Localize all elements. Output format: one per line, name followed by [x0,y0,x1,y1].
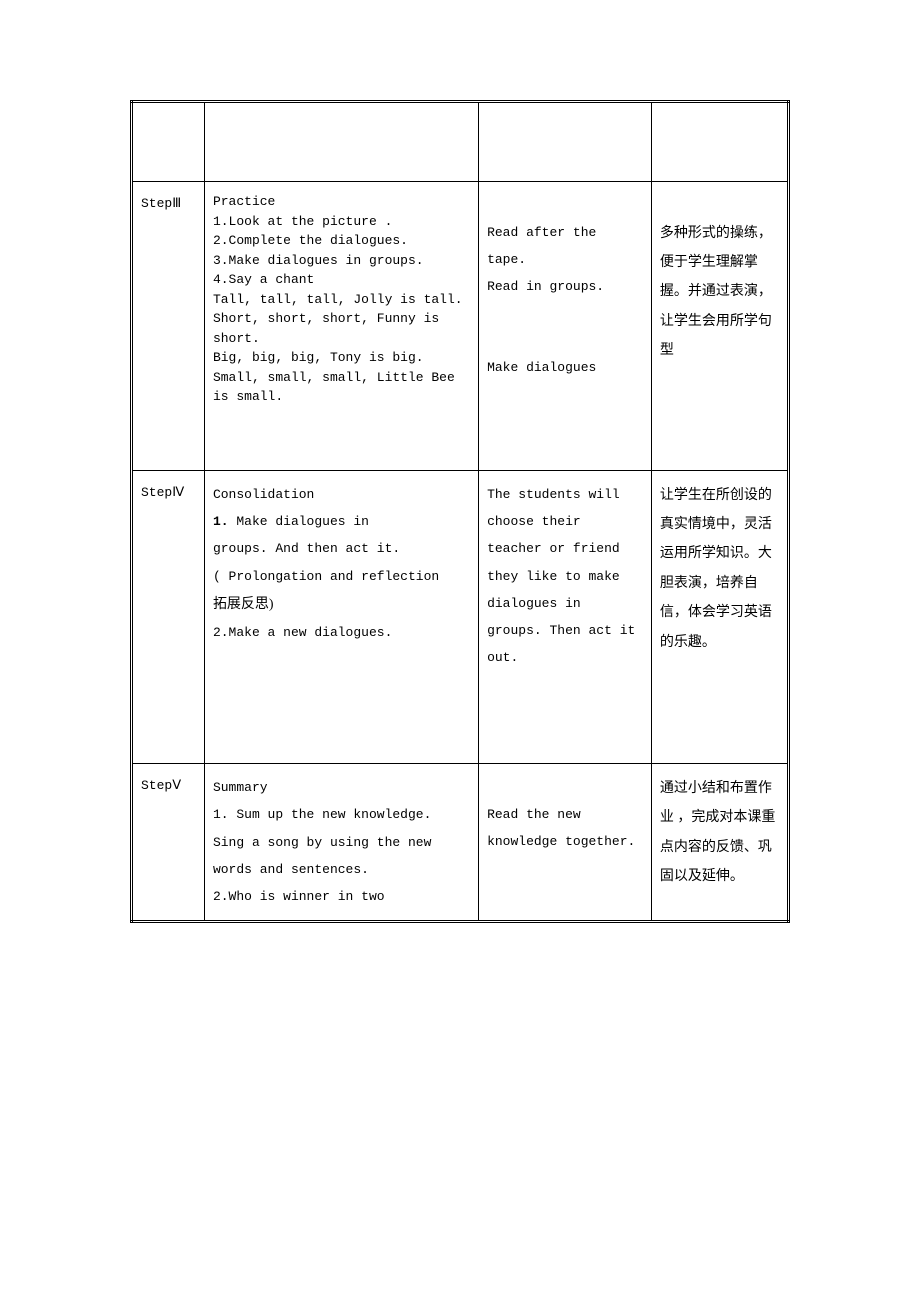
step5-teacher-cell: Summary 1. Sum up the new knowledge. Sin… [204,763,478,921]
step3-teacher-title: Practice [213,192,470,212]
step3-student-cell: Read after the tape. Read in groups. Mak… [479,182,652,471]
step5-student-cell: Read the new knowledge together. [479,763,652,921]
step5-student-text: Read the new knowledge together. [487,801,643,856]
step3-teacher-line: Big, big, big, Tony is big. [213,348,470,368]
spacer-cell-step [132,102,205,182]
step3-teacher-line: Tall, tall, tall, Jolly is tall. [213,290,470,310]
step5-purpose-text: 通过小结和布置作业 ，完成对本课重点内容的反馈、巩固以及延伸。 [660,774,779,892]
step3-teacher-line: 1.Look at the picture . [213,212,470,232]
step3-purpose-cell: 多种形式的操练，便于学生理解掌握。并通过表演，让学生会用所学句型 [651,182,788,471]
step5-teacher-line1: 1. Sum up the new knowledge. [213,801,470,828]
step5-teacher-line3: words and sentences. [213,856,470,883]
step4-teacher-line2: groups. And then act it. [213,535,470,562]
step3-purpose-text: 多种形式的操练，便于学生理解掌握。并通过表演，让学生会用所学句型 [660,219,779,366]
spacer-cell-student [479,102,652,182]
step3-text: StepⅢ [141,196,181,211]
step4-student-cell: The students will choose their teacher o… [479,470,652,763]
table-row-step3: StepⅢ Practice 1.Look at the picture . 2… [132,182,789,471]
table-row-step4: StepⅣ Consolidation 1. Make dialogues in… [132,470,789,763]
step5-label: StepⅤ [132,763,205,921]
table-row-step5: StepⅤ Summary 1. Sum up the new knowledg… [132,763,789,921]
step3-teacher-cell: Practice 1.Look at the picture . 2.Compl… [204,182,478,471]
step5-purpose-cell: 通过小结和布置作业 ，完成对本课重点内容的反馈、巩固以及延伸。 [651,763,788,921]
step4-purpose-cell: 让学生在所创设的真实情境中，灵活运用所学知识。大胆表演，培养自信，体会学习英语的… [651,470,788,763]
spacer-cell-teacher [204,102,478,182]
step5-teacher-line4: 2.Who is winner in two [213,883,470,910]
lesson-plan-table: StepⅢ Practice 1.Look at the picture . 2… [130,100,790,923]
step4-student-text: The students will choose their teacher o… [487,481,643,672]
step3-teacher-line: 2.Complete the dialogues. [213,231,470,251]
step4-teacher-cell: Consolidation 1. Make dialogues in group… [204,470,478,763]
step4-teacher-line3: ( Prolongation and reflection [213,563,470,590]
step5-text: StepⅤ [141,778,181,793]
step3-teacher-line: 3.Make dialogues in groups. [213,251,470,271]
step3-student-block1: Read after the tape. [487,219,643,274]
step4-text: StepⅣ [141,485,184,500]
step3-teacher-line: 4.Say a chant [213,270,470,290]
step4-teacher-title: Consolidation [213,481,470,508]
step4-teacher-line4: 拓展反思) [213,590,470,619]
step4-line1-rest: Make dialogues in [229,514,369,529]
step3-teacher-line: Short, short, short, Funny is short. [213,309,470,348]
step4-teacher-line1: 1. Make dialogues in [213,508,470,535]
step3-label: StepⅢ [132,182,205,471]
step4-teacher-line5: 2.Make a new dialogues. [213,619,470,646]
step3-teacher-line: Small, small, small, Little Bee is small… [213,368,470,407]
step4-label: StepⅣ [132,470,205,763]
step5-teacher-title: Summary [213,774,470,801]
step4-line1-prefix: 1. [213,514,229,529]
spacer-cell-purpose [651,102,788,182]
step3-student-block3: Make dialogues [487,354,643,381]
step4-purpose-text: 让学生在所创设的真实情境中，灵活运用所学知识。大胆表演，培养自信，体会学习英语的… [660,481,779,657]
step3-student-block2: Read in groups. [487,273,643,300]
step5-teacher-line2: Sing a song by using the new [213,829,470,856]
table-row-spacer [132,102,789,182]
